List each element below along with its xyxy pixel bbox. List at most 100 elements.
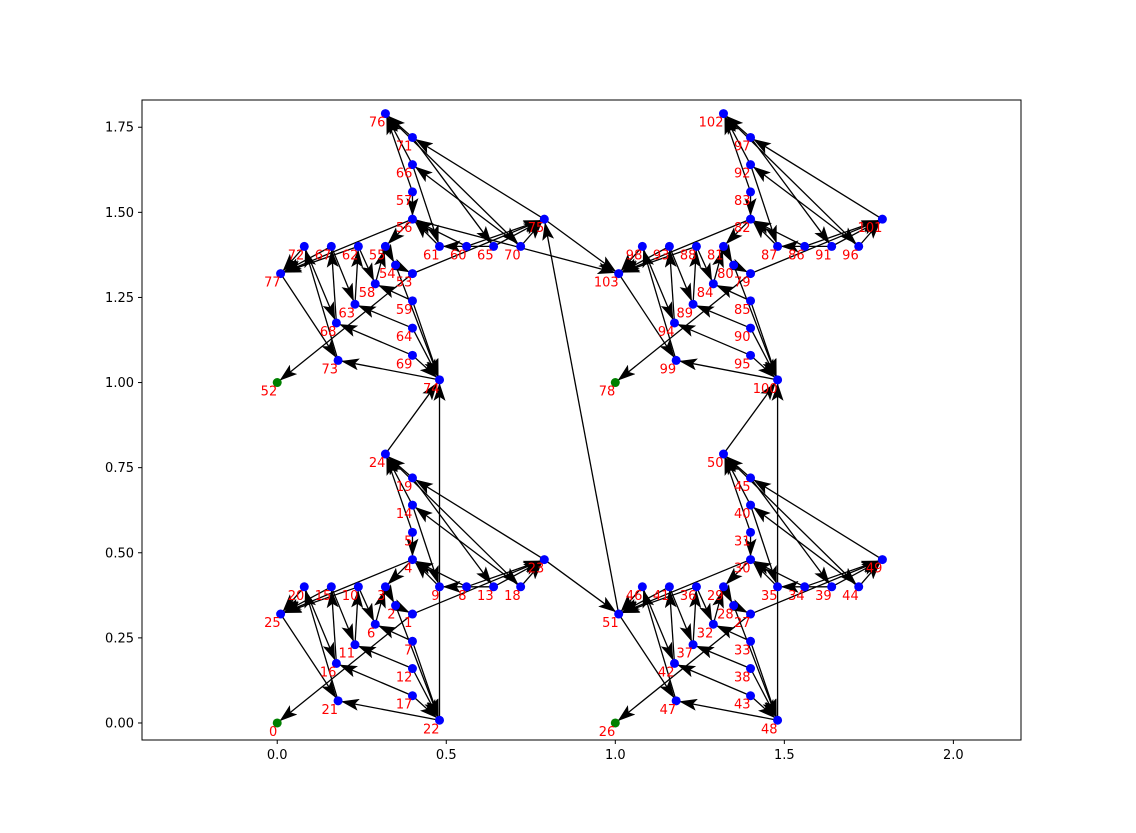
graph-node-42 (669, 658, 679, 668)
graph-node-75 (539, 214, 549, 224)
node-label-82: 82 (734, 221, 751, 236)
graph-edge (520, 221, 543, 247)
node-label-66: 66 (396, 167, 413, 182)
node-label-77: 77 (264, 276, 281, 291)
node-label-87: 87 (761, 248, 778, 263)
graph-edge (725, 559, 751, 585)
node-label-41: 41 (653, 589, 670, 604)
graph-edge (716, 284, 751, 302)
graph-node-0 (272, 718, 282, 728)
graph-edge (725, 456, 751, 479)
graph-node-53 (407, 269, 417, 279)
graph-node-62 (353, 241, 363, 251)
node-label-39: 39 (815, 589, 832, 604)
graph-edge (283, 558, 413, 614)
graph-node-91 (827, 241, 837, 251)
node-label-69: 69 (396, 357, 413, 372)
graph-edge (415, 139, 545, 220)
graph-node-101 (877, 214, 887, 224)
graph-node-11 (350, 640, 360, 650)
graph-node-14 (407, 500, 417, 510)
graph-node-96 (854, 241, 864, 251)
graph-edge (753, 479, 883, 561)
graph-edge (415, 479, 545, 561)
node-label-96: 96 (842, 248, 859, 263)
node-label-40: 40 (734, 507, 751, 522)
node-labels-layer: 0123456789101112131415161718192021222324… (261, 116, 883, 740)
graph-node-28 (729, 601, 739, 611)
node-label-18: 18 (504, 589, 521, 604)
graph-node-99 (671, 355, 681, 365)
y-tick-label: 0.25 (105, 631, 134, 646)
graph-edge (374, 589, 386, 625)
graph-edge (723, 453, 857, 585)
node-label-50: 50 (707, 456, 724, 471)
graph-node-93 (664, 241, 674, 251)
graph-node-59 (407, 296, 417, 306)
graph-node-69 (407, 350, 417, 360)
graph-node-79 (746, 269, 756, 279)
graph-node-73 (333, 355, 343, 365)
node-label-56: 56 (396, 221, 413, 236)
node-label-89: 89 (677, 306, 694, 321)
graph-edge (733, 605, 777, 718)
y-tick-label: 1.50 (105, 206, 134, 221)
node-label-38: 38 (734, 671, 751, 686)
graph-node-61 (435, 241, 445, 251)
graph-edge (387, 115, 413, 138)
node-label-90: 90 (734, 330, 751, 345)
x-tick-label: 0.5 (436, 748, 457, 763)
graph-node-9 (435, 582, 445, 592)
graph-node-56 (407, 214, 417, 224)
graph-edge (618, 273, 675, 358)
node-label-72: 72 (288, 248, 305, 263)
graph-edge (664, 589, 677, 664)
node-label-28: 28 (717, 608, 734, 623)
graph-edge (280, 613, 337, 699)
graph-node-38 (746, 664, 756, 674)
node-label-2: 2 (387, 608, 395, 623)
graph-node-51 (614, 609, 624, 619)
graph-edge (412, 695, 438, 719)
node-label-16: 16 (320, 665, 337, 680)
graph-node-49 (877, 555, 887, 565)
graph-node-97 (746, 132, 756, 142)
graph-edge (282, 245, 305, 272)
graph-edge (387, 559, 413, 585)
graph-node-78 (610, 378, 620, 388)
node-label-63: 63 (338, 306, 355, 321)
graph-edge (722, 382, 776, 455)
graph-edge (378, 625, 413, 642)
node-label-22: 22 (423, 722, 440, 737)
graph-edge (378, 284, 413, 302)
graph-edge (357, 645, 413, 670)
graph-node-19 (407, 473, 417, 483)
graph-edge (412, 560, 542, 615)
graph-node-63 (350, 299, 360, 309)
graph-edge (351, 249, 364, 305)
node-label-67: 67 (315, 248, 332, 263)
node-label-20: 20 (288, 589, 305, 604)
graph-node-87 (773, 241, 783, 251)
graph-node-83 (746, 187, 756, 197)
graph-node-52 (272, 378, 282, 388)
node-label-10: 10 (342, 589, 359, 604)
graph-node-4 (407, 555, 417, 565)
node-label-32: 32 (697, 626, 714, 641)
graph-node-8 (462, 582, 472, 592)
graph-edge (677, 323, 751, 356)
node-label-55: 55 (369, 248, 386, 263)
node-label-79: 79 (734, 276, 751, 291)
x-tick-label: 1.0 (605, 748, 626, 763)
node-label-45: 45 (734, 480, 751, 495)
node-label-88: 88 (680, 248, 697, 263)
graph-node-5 (407, 527, 417, 537)
graph-node-68 (331, 318, 341, 328)
graph-node-58 (370, 279, 380, 289)
node-label-5: 5 (404, 534, 412, 549)
graph-edge (618, 613, 675, 699)
graph-edge (723, 113, 857, 245)
graph-node-25 (276, 609, 286, 619)
